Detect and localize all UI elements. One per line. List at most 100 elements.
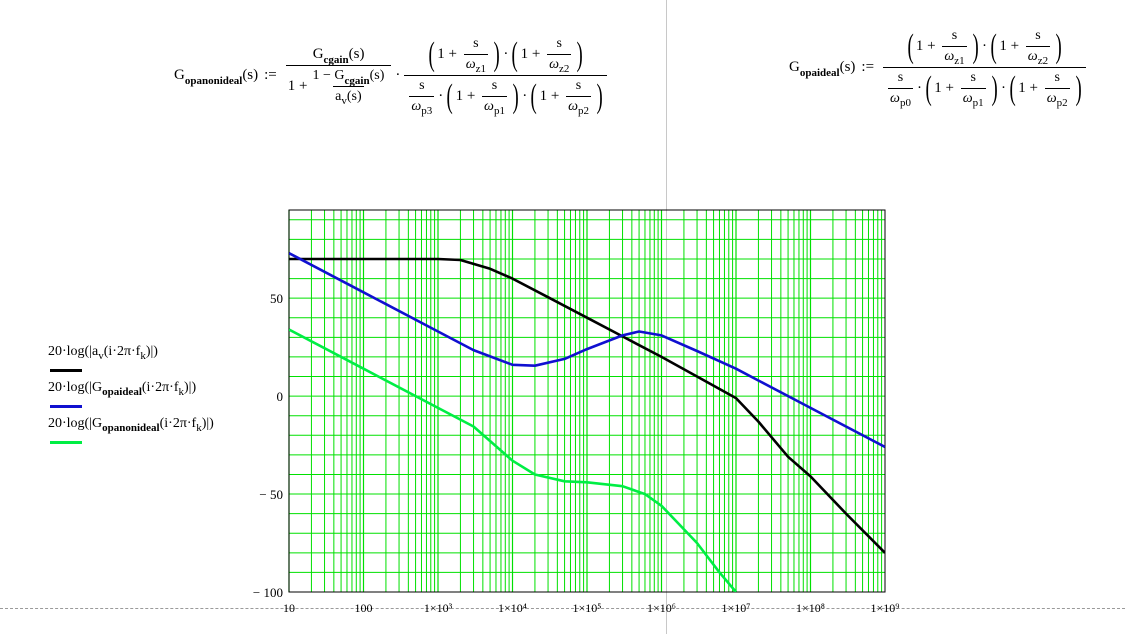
plot-tick-labels: 10 100 1×10³ 1×10⁴ 1×10⁵ 1×10⁶ 1×10⁷ 1×10⁸ 1×10⁹…	[253, 291, 900, 615]
legend-item-av: 20·log(|av(i·2π·fk)|)	[48, 344, 214, 380]
plot-series	[289, 251, 885, 592]
s-symbol: s	[951, 28, 958, 43]
legend-swatch-opanonideal	[50, 441, 82, 444]
s-over-wp1: s ω p1	[482, 78, 507, 117]
one-plus: 1 +	[455, 88, 476, 104]
x-tick-label: 1×10⁸	[796, 601, 825, 615]
chart-legend: 20·log(|av(i·2π·fk)|) 20·log(|Gopaideal(…	[48, 344, 214, 452]
x-tick-label: 1×10⁶	[647, 601, 676, 615]
one-plus: 1 +	[934, 80, 954, 96]
assign-operator: :=	[861, 59, 875, 75]
one-minus-g: 1 − G	[312, 68, 345, 83]
omega-symbol: ω	[411, 99, 422, 114]
omega-symbol: ω	[1027, 49, 1038, 64]
arg-s: (s)	[348, 46, 365, 62]
one-plus: 1 +	[437, 46, 457, 62]
series-line-3	[289, 328, 737, 592]
one-plus: 1 +	[1018, 80, 1038, 96]
window-divider-vertical	[666, 0, 667, 634]
subscript-p2: p2	[577, 105, 589, 117]
poles-denominator: s ω p3 ·(1 + s ω p1 ) ·(1 + s ω p2 )	[404, 75, 608, 117]
ideal-fraction: (1 + s ω z1 ) ·(1 + s ω z2 ) s ω p0 ·(1 + s ω p1 …	[883, 27, 1086, 109]
one-plus: 1 +	[999, 38, 1020, 54]
s-over-wp1: s ω p1	[960, 70, 986, 109]
pole-zero-fraction: (1 + s ω z1 ) ·(1 + s ω z2 ) s ω p3 ·(1 + s ω p1 …	[404, 35, 608, 117]
one: 1	[287, 78, 296, 94]
page-break-line	[0, 608, 1125, 609]
x-tick-label: 10	[283, 601, 295, 615]
subscript-z1: z1	[475, 63, 486, 75]
one-plus: 1 +	[915, 38, 936, 54]
symbol-a: a	[335, 89, 342, 104]
subscript-p3: p3	[421, 105, 433, 117]
omega-symbol: ω	[484, 99, 494, 114]
s-over-wp0: s ω p0	[888, 70, 913, 109]
omega-symbol: ω	[890, 91, 900, 106]
x-tick-label: 1×10³	[424, 601, 453, 615]
legend-label-av: 20·log(|av(i·2π·fk)|)	[48, 344, 158, 362]
s-symbol: s	[473, 36, 479, 51]
one-plus: 1 +	[539, 88, 560, 104]
s-symbol: s	[491, 78, 498, 93]
assign-operator: :=	[264, 67, 277, 83]
legend-item-opaideal: 20·log(|Gopaideal(i·2π·fk)|)	[48, 380, 214, 416]
arg-s: (s)	[242, 67, 259, 83]
y-tick-label: 0	[277, 389, 284, 404]
legend-swatch-opaideal	[50, 405, 82, 408]
subscript-opanonideal: opanonideal	[184, 75, 243, 87]
omega-symbol: ω	[1046, 91, 1057, 106]
inner-denominator: a v (s)	[333, 86, 364, 107]
omega-symbol: ω	[465, 57, 476, 72]
symbol-g: G	[789, 59, 800, 75]
s-over-wz2: s ω z2	[1025, 28, 1051, 67]
symbol-g: G	[312, 46, 324, 62]
s-symbol: s	[897, 70, 904, 85]
s-over-wz1: s ω z1	[463, 36, 488, 75]
s-over-wp2: s ω p2	[566, 78, 591, 117]
x-tick-label: 1×10⁴	[498, 601, 527, 615]
s-symbol: s	[1035, 28, 1041, 43]
subscript-z1: z1	[954, 55, 965, 67]
subscript-z2: z2	[1037, 55, 1049, 67]
subscript-cgain: cgain	[344, 75, 370, 87]
s-symbol: s	[556, 36, 562, 51]
series-line-2	[289, 251, 885, 449]
arg-s: (s)	[346, 89, 362, 104]
s-symbol: s	[419, 78, 425, 93]
x-tick-label: 1×10⁷	[722, 601, 751, 615]
legend-label-opaideal: 20·log(|Gopaideal(i·2π·fk)|)	[48, 380, 197, 398]
one-plus: 1 +	[520, 46, 541, 62]
arg-s: (s)	[369, 68, 385, 83]
omega-symbol: ω	[944, 49, 955, 64]
subscript-p1: p1	[493, 105, 505, 117]
plot-frame	[288, 209, 886, 593]
subscript-opaideal: opaideal	[799, 67, 840, 79]
y-tick-label: − 50	[259, 487, 283, 502]
zeros-numerator: (1 + s ω z1 ) ·(1 + s ω z2 )	[428, 35, 584, 75]
legend-item-opanonideal: 20·log(|Gopanonideal(i·2π·fk)|)	[48, 416, 214, 452]
subscript-p1: p1	[972, 97, 984, 109]
subscript-cgain: cgain	[323, 53, 349, 66]
subscript-p0: p0	[899, 97, 911, 109]
poles-denominator: s ω p0 ·(1 + s ω p1 ) ·(1 + s ω p2 )	[883, 67, 1086, 109]
subscript-z2: z2	[559, 63, 570, 75]
legend-label-opanonideal: 20·log(|Gopanonideal(i·2π·fk)|)	[48, 416, 214, 434]
zeros-numerator: (1 + s ω z1 ) ·(1 + s ω z2 )	[907, 27, 1062, 67]
s-over-wp3: s ω p3	[409, 78, 435, 117]
legend-swatch-av	[50, 369, 82, 372]
arg-s: (s)	[839, 59, 856, 75]
s-symbol: s	[1054, 70, 1060, 85]
y-tick-label: 50	[270, 291, 283, 306]
x-tick-label: 1×10⁹	[871, 601, 900, 615]
s-over-wp2: s ω p2	[1044, 70, 1070, 109]
omega-symbol: ω	[568, 99, 578, 114]
